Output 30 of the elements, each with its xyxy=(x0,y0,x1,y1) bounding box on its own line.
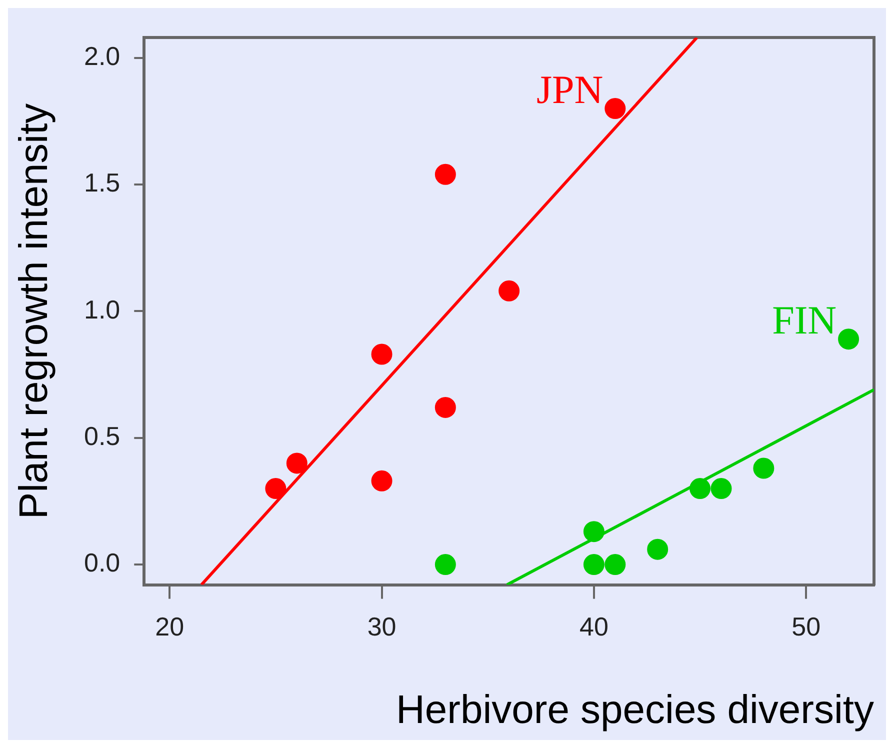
y-axis-title: Plant regrowth intensity xyxy=(12,103,56,520)
point xyxy=(690,478,711,500)
series-label: JPN xyxy=(536,67,604,112)
y-tick-label: 0.0 xyxy=(84,548,120,578)
x-tick-label: 30 xyxy=(367,612,396,642)
point xyxy=(753,458,774,479)
point xyxy=(647,538,668,560)
point xyxy=(434,396,456,418)
x-tick-label: 20 xyxy=(155,612,184,642)
x-tick-label: 50 xyxy=(792,612,821,642)
point xyxy=(604,554,626,576)
point xyxy=(604,98,626,120)
y-tick-label: 2.0 xyxy=(84,41,120,72)
series-label: FIN xyxy=(772,298,837,343)
x-tick-label: 40 xyxy=(579,612,608,642)
y-tick-label: 1.0 xyxy=(84,294,120,324)
y-tick-label: 1.5 xyxy=(84,168,120,198)
x-axis-title: Herbivore species diversity xyxy=(396,688,874,732)
point xyxy=(710,478,732,500)
point xyxy=(286,452,308,474)
point xyxy=(583,554,604,576)
point xyxy=(371,344,392,365)
point xyxy=(838,328,860,350)
point xyxy=(583,521,604,542)
point xyxy=(498,280,520,302)
y-tick-label: 0.5 xyxy=(84,421,120,452)
point xyxy=(265,478,286,500)
point xyxy=(434,164,456,185)
point xyxy=(371,470,392,492)
point xyxy=(434,554,456,576)
